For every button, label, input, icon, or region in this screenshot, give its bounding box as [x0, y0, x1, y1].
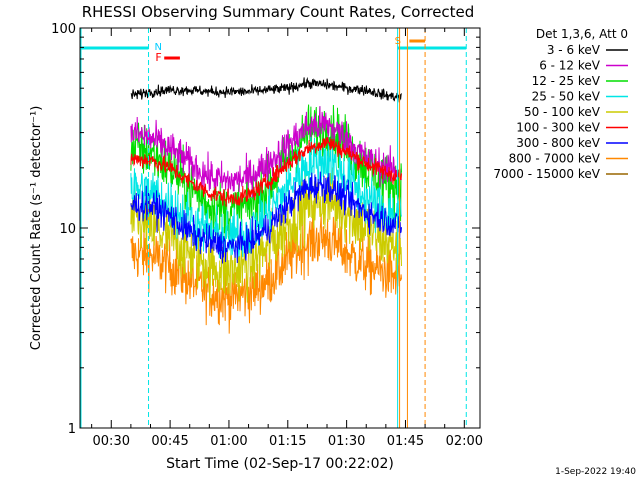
y-tick-label: 1: [68, 422, 76, 437]
series-line-800-7000-kev: [130, 204, 402, 334]
legend-label: 50 - 100 keV: [524, 105, 601, 119]
legend-label: 100 - 300 keV: [516, 121, 600, 135]
x-tick-label: 01:15: [269, 434, 306, 449]
marker-label-s: S: [395, 36, 401, 47]
x-tick-label: 02:00: [446, 434, 483, 449]
axes: 00:30 00:45 01:00 01:15 01:30 01:45 02:00 1 10 10…: [51, 22, 483, 449]
footer-timestamp: 1-Sep-2022 19:40: [555, 467, 636, 477]
legend-label: 300 - 800 keV: [516, 136, 600, 150]
legend-label: 800 - 7000 keV: [509, 152, 601, 166]
x-tick-label: 01:45: [387, 434, 424, 449]
series-line-50-100-kev: [130, 167, 402, 303]
x-tick-label: 01:00: [210, 434, 247, 449]
series-line-300-800-kev: [130, 171, 402, 264]
legend-label: 3 - 6 keV: [547, 43, 601, 57]
series-line-25-50-kev: [130, 136, 402, 259]
marker-label-n: N: [155, 42, 162, 53]
y-tick-label: 10: [59, 222, 76, 237]
series-line-100-300-kev: [130, 136, 402, 207]
legend-header: Det 1,3,6, Att 0: [536, 27, 628, 41]
x-tick-label: 01:30: [328, 434, 365, 449]
legend-label: 25 - 50 keV: [532, 90, 601, 104]
legend-label: 12 - 25 keV: [532, 74, 601, 88]
observing-markers: NF S: [80, 28, 467, 428]
marker-label-f: F: [155, 51, 161, 64]
x-axis-label: Start Time (02-Sep-17 00:22:02): [166, 456, 394, 472]
plot-data-layer: [130, 76, 402, 334]
x-tick-label: 00:45: [151, 434, 188, 449]
y-tick-label: 100: [51, 22, 76, 37]
x-tick-label: 00:30: [93, 434, 130, 449]
y-axis-label: Corrected Count Rate (s⁻¹ detector⁻¹): [29, 106, 44, 351]
chart-title: RHESSI Observing Summary Count Rates, Co…: [82, 3, 475, 21]
legend-label: 6 - 12 keV: [539, 59, 601, 73]
legend-label: 7000 - 15000 keV: [493, 167, 600, 181]
series-line-3-6-kev: [130, 76, 402, 103]
